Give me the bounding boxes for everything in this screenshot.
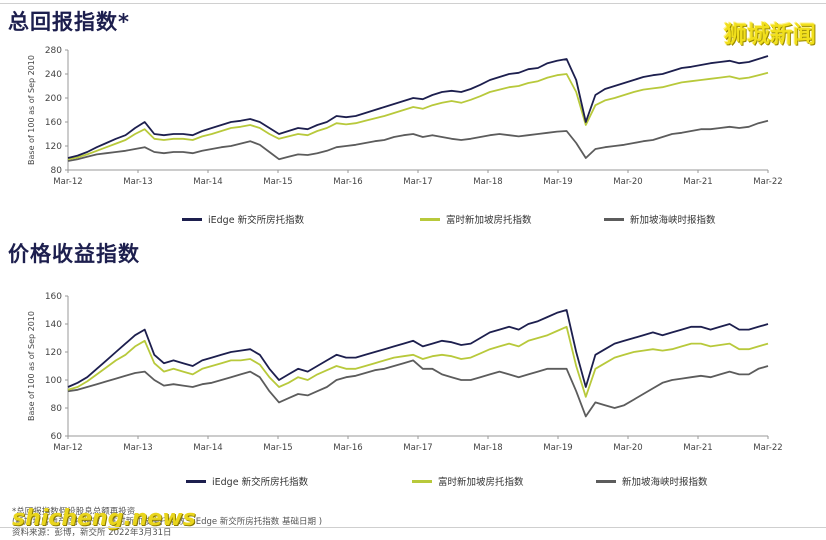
legend-swatch <box>182 217 202 221</box>
x-tick-label: Mar-21 <box>683 443 712 453</box>
y-tick-label: 200 <box>45 94 62 104</box>
y-tick-label: 160 <box>45 118 62 128</box>
series-line-2 <box>67 119 769 162</box>
y-tick-label: 100 <box>45 376 62 386</box>
series-line-0 <box>67 55 769 159</box>
series-line-1 <box>67 71 769 161</box>
legend-label: 富时新加坡房托指数 <box>446 215 532 226</box>
x-tick-label: Mar-12 <box>53 443 82 453</box>
x-tick-label: Mar-15 <box>263 443 292 453</box>
top-divider <box>0 3 826 4</box>
x-tick-label: Mar-12 <box>53 177 82 187</box>
total-return-chart-title: 总回报指数* <box>8 10 130 34</box>
x-tick-label: Mar-16 <box>333 177 362 187</box>
x-tick-label: Mar-18 <box>473 443 502 453</box>
total-return-chart: 80 120 160 200 240 280 Mar-12 Mar-13 Mar-14 Mar-1… <box>27 46 783 187</box>
legend-swatch <box>596 479 616 483</box>
y-tick-label: 80 <box>51 404 63 414</box>
legend-swatch <box>420 217 440 221</box>
legend-item-iedge-top: iEdge 新交所房托指数 <box>182 212 304 226</box>
x-tick-label: Mar-16 <box>333 443 362 453</box>
y-axis-label: Base of 100 as of Sep 2010 <box>27 311 36 421</box>
x-tick-label: Mar-14 <box>193 443 222 453</box>
x-tick-label: Mar-20 <box>613 177 642 187</box>
footnote-2: (新加坡房地产信托指数 ; 富时新加坡房托指数 ; iEdge 新交所房托指数 … <box>12 517 323 527</box>
series-line-0 <box>67 309 769 388</box>
legend-swatch <box>412 479 432 483</box>
legend-item-sti-top: 新加坡海峡时报指数 <box>604 212 716 226</box>
x-tick-label: Mar-19 <box>543 177 572 187</box>
y-tick-label: 120 <box>45 348 62 358</box>
y-tick-label: 80 <box>51 166 63 176</box>
x-tick-label: Mar-22 <box>753 177 782 187</box>
x-tick-label: Mar-13 <box>123 177 152 187</box>
bottom-divider <box>0 527 826 528</box>
legend-item-ftse-top: 富时新加坡房托指数 <box>420 212 532 226</box>
y-tick-label: 240 <box>45 70 62 80</box>
y-tick-label: 120 <box>45 142 62 152</box>
y-tick-label: 280 <box>45 46 62 56</box>
legend-item-sti-bottom: 新加坡海峡时报指数 <box>596 474 708 488</box>
footnote-3: 资料来源：彭博，新交所 2022年3月31日 <box>12 528 172 538</box>
legend-item-iedge-bottom: iEdge 新交所房托指数 <box>186 474 308 488</box>
legend-swatch <box>604 217 624 221</box>
legend-label: 富时新加坡房托指数 <box>438 477 524 488</box>
y-tick-label: 160 <box>45 292 62 302</box>
legend-item-ftse-bottom: 富时新加坡房托指数 <box>412 474 524 488</box>
watermark-bottom: shicheng.news <box>12 506 196 531</box>
series-line-1 <box>67 325 769 398</box>
legend-label: iEdge 新交所房托指数 <box>212 477 309 488</box>
watermark-logo: 狮城新闻 <box>724 22 816 48</box>
legend-swatch <box>186 479 206 483</box>
x-tick-label: Mar-20 <box>613 443 642 453</box>
x-tick-label: Mar-17 <box>403 443 432 453</box>
x-tick-label: Mar-13 <box>123 443 152 453</box>
x-tick-label: Mar-15 <box>263 177 292 187</box>
x-tick-label: Mar-21 <box>683 177 712 187</box>
price-return-chart-title: 价格收益指数 <box>8 242 140 266</box>
x-tick-label: Mar-18 <box>473 177 502 187</box>
y-axis-label: Base of 100 as of Sep 2010 <box>27 55 36 165</box>
x-tick-label: Mar-19 <box>543 443 572 453</box>
x-tick-label: Mar-14 <box>193 177 222 187</box>
price-return-chart: 60 80 100 120 140 160 Mar-12 Mar-13 Mar-14 Mar-15… <box>27 292 783 453</box>
series-line-2 <box>67 359 769 418</box>
legend-label: 新加坡海峡时报指数 <box>630 215 716 226</box>
y-tick-label: 140 <box>45 320 62 330</box>
legend-label: 新加坡海峡时报指数 <box>622 477 708 488</box>
footnote-1: *总回报指数假设股息总额再投资 <box>12 507 136 517</box>
x-tick-label: Mar-17 <box>403 177 432 187</box>
y-tick-label: 60 <box>51 432 63 442</box>
legend-label: iEdge 新交所房托指数 <box>208 215 305 226</box>
x-tick-label: Mar-22 <box>753 443 782 453</box>
